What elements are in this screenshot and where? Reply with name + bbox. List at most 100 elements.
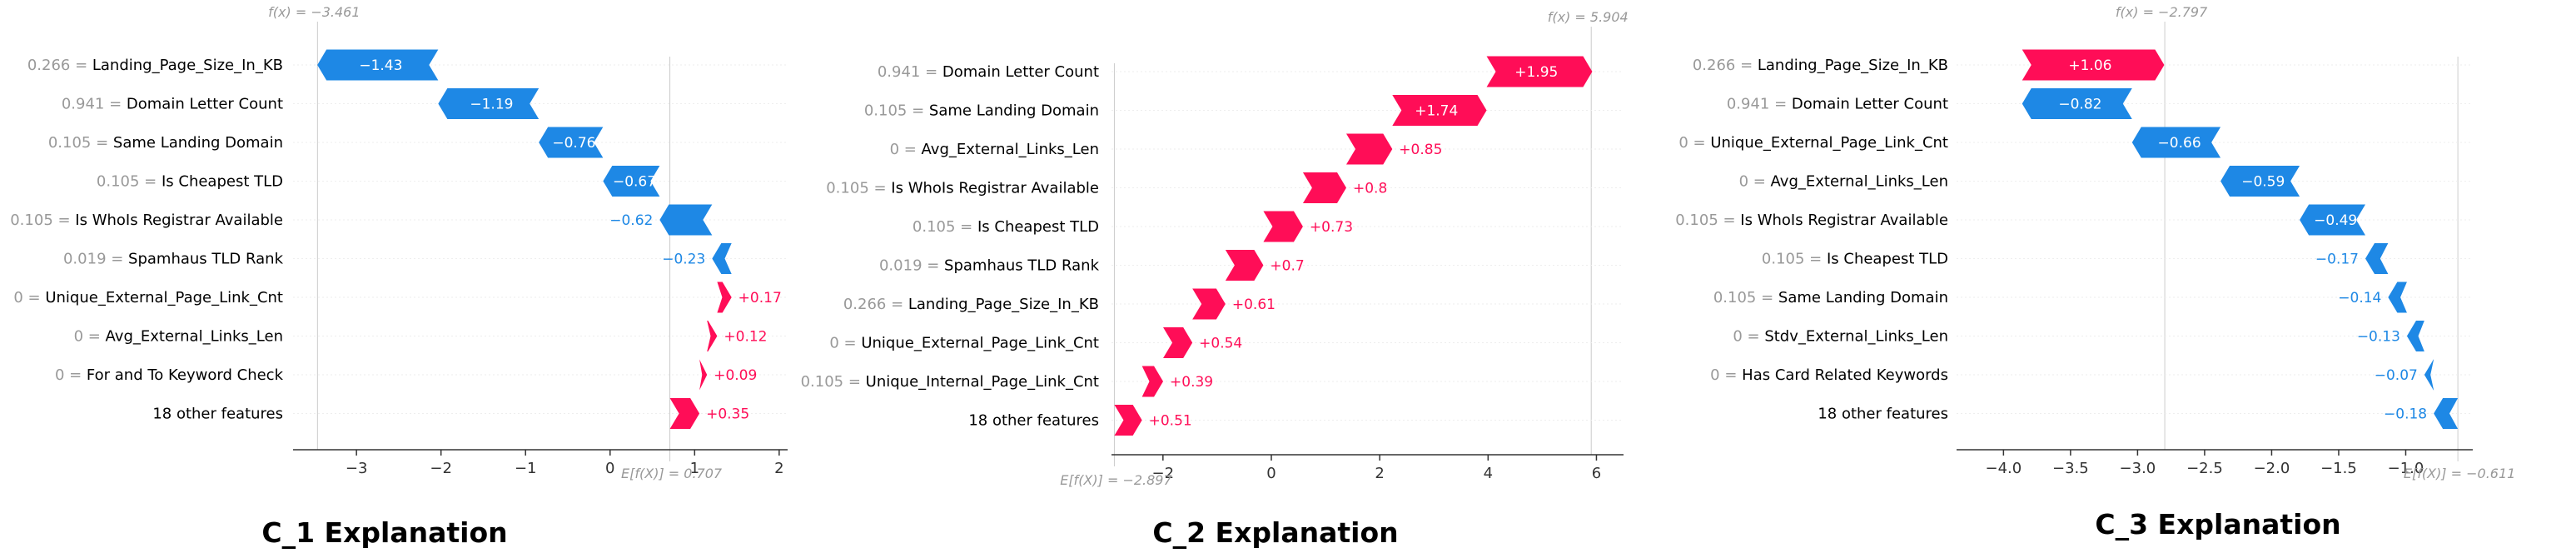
feature-name: Has Card Related Keywords xyxy=(1742,366,1948,384)
contribution-label: +0.09 xyxy=(714,367,757,384)
feature-value: 0.105 = xyxy=(10,212,75,229)
chart-panel-1: −1.43 0.266 = Landing_Page_Size_In_KB −1.1… xyxy=(10,4,788,481)
feature-label: 0.941 = Domain Letter Count xyxy=(1727,96,1948,113)
feature-value: 0.941 = xyxy=(1727,96,1792,113)
chart-panel-3: +1.06 0.266 = Landing_Page_Size_In_KB −0.8… xyxy=(1675,4,2515,481)
x-tick-label: 6 xyxy=(1592,465,1601,482)
feature-value: 0.019 = xyxy=(879,257,944,275)
feature-label: 0.941 = Domain Letter Count xyxy=(62,96,283,113)
feature-label: 0.019 = Spamhaus TLD Rank xyxy=(879,257,1100,275)
contribution-label: +0.8 xyxy=(1353,181,1387,197)
feature-value: 0.105 = xyxy=(801,373,866,391)
waterfall-bar xyxy=(717,281,732,313)
waterfall-bar xyxy=(1263,211,1303,242)
contribution-label: +1.06 xyxy=(2068,57,2111,74)
feature-label: 0 = Stdv_External_Links_Len xyxy=(1733,328,1948,346)
feature-value: 0.105 = xyxy=(826,180,891,197)
feature-name: Landing_Page_Size_In_KB xyxy=(92,57,283,74)
waterfall-bar xyxy=(699,359,708,391)
waterfall-bar xyxy=(438,88,540,119)
feature-value: 0.941 = xyxy=(62,96,127,113)
feature-value: 0.105 = xyxy=(48,134,113,152)
feature-label: 0.105 = Same Landing Domain xyxy=(48,134,283,152)
x-tick-label: −1.5 xyxy=(2320,460,2357,477)
contribution-label: −0.76 xyxy=(552,135,595,152)
waterfall-bar xyxy=(1141,366,1164,397)
feature-label: 0.105 = Unique_Internal_Page_Link_Cnt xyxy=(801,373,1099,391)
chart-title-c2: C_2 Explanation xyxy=(1152,516,1399,549)
feature-label: 0.105 = Same Landing Domain xyxy=(1713,289,1948,306)
contribution-label: +0.61 xyxy=(1232,296,1276,313)
feature-value: 0 = xyxy=(1710,366,1742,384)
feature-label: 0.105 = Is Cheapest TLD xyxy=(913,218,1099,236)
base-value-annotation: E[f(X)] = −0.611 xyxy=(2404,466,2515,481)
x-tick-label: 0 xyxy=(605,460,614,477)
base-value-annotation: E[f(X)] = 0.707 xyxy=(621,466,723,481)
x-tick-label: −1.0 xyxy=(2388,460,2424,477)
x-tick-label: −3.5 xyxy=(2052,460,2089,477)
waterfall-bar xyxy=(2388,281,2407,313)
waterfall-bar xyxy=(659,204,713,236)
chart-title-c1: C_1 Explanation xyxy=(261,516,508,549)
feature-value: 0 = xyxy=(55,366,87,384)
contribution-label: −0.17 xyxy=(2315,252,2359,268)
waterfall-bar xyxy=(1302,172,1346,203)
contribution-label: +0.12 xyxy=(724,329,767,346)
feature-value: 0 = xyxy=(829,335,861,352)
feature-name: Is Cheapest TLD xyxy=(977,218,1099,236)
feature-label: 0.266 = Landing_Page_Size_In_KB xyxy=(843,296,1099,313)
fx-annotation: f(x) = −2.797 xyxy=(2116,4,2208,20)
feature-name: For and To Keyword Check xyxy=(87,366,284,384)
contribution-label: −0.49 xyxy=(2314,212,2357,229)
feature-value: 0.019 = xyxy=(63,251,128,268)
contribution-label: −0.13 xyxy=(2357,329,2400,346)
feature-label: 0 = For and To Keyword Check xyxy=(55,366,284,384)
x-tick-label: 2 xyxy=(1375,465,1384,482)
feature-value: 0.266 = xyxy=(1693,57,1758,74)
feature-name: 18 other features xyxy=(1818,406,1948,423)
feature-label: 0.105 = Is WhoIs Registrar Available xyxy=(10,212,283,229)
waterfall-bar xyxy=(1225,250,1264,281)
feature-name: Spamhaus TLD Rank xyxy=(944,257,1100,275)
waterfall-bar xyxy=(1192,288,1226,320)
waterfall-bar xyxy=(1163,327,1193,358)
x-tick-label: −3 xyxy=(346,460,368,477)
waterfall-bar xyxy=(2131,127,2221,158)
feature-name: Same Landing Domain xyxy=(1778,289,1948,306)
contribution-label: −0.67 xyxy=(613,174,656,191)
feature-value: 0.266 = xyxy=(27,57,92,74)
waterfall-bar xyxy=(2424,359,2434,391)
contribution-label: −0.62 xyxy=(609,212,653,229)
waterfall-bar xyxy=(2220,166,2300,197)
feature-label: 0.266 = Landing_Page_Size_In_KB xyxy=(1693,57,1948,74)
x-tick-label: −4.0 xyxy=(1986,460,2022,477)
waterfall-bar xyxy=(2365,243,2389,274)
feature-name: Is WhoIs Registrar Available xyxy=(1740,212,1948,229)
waterfall-bar xyxy=(669,398,700,429)
feature-name: Avg_External_Links_Len xyxy=(106,328,283,346)
contribution-label: −0.66 xyxy=(2158,135,2201,152)
fx-annotation: f(x) = −3.461 xyxy=(268,4,360,20)
feature-value: 0 = xyxy=(890,141,922,158)
feature-name: Landing_Page_Size_In_KB xyxy=(908,296,1099,313)
feature-name: Unique_Internal_Page_Link_Cnt xyxy=(866,373,1099,391)
feature-name: 18 other features xyxy=(968,412,1099,430)
contribution-label: −0.82 xyxy=(2058,97,2101,113)
feature-name: Is Cheapest TLD xyxy=(162,173,283,191)
feature-name: Unique_External_Page_Link_Cnt xyxy=(1710,134,1948,152)
feature-name: Unique_External_Page_Link_Cnt xyxy=(861,335,1099,352)
contribution-label: −0.18 xyxy=(2384,406,2427,423)
feature-label: 0 = Unique_External_Page_Link_Cnt xyxy=(829,335,1099,352)
chart-panel-2: +1.95 0.941 = Domain Letter Count +1.74 0.1… xyxy=(801,9,1629,488)
feature-label: 0 = Avg_External_Links_Len xyxy=(74,328,283,346)
waterfall-bar xyxy=(707,321,718,351)
x-tick-label: −2.5 xyxy=(2186,460,2223,477)
feature-label: 0 = Unique_External_Page_Link_Cnt xyxy=(13,289,283,306)
feature-name: Same Landing Domain xyxy=(113,134,283,152)
contribution-label: +0.85 xyxy=(1399,142,1442,158)
feature-label: 0.105 = Is Cheapest TLD xyxy=(97,173,283,191)
x-tick-label: −3.0 xyxy=(2120,460,2156,477)
feature-name: Is Cheapest TLD xyxy=(1827,251,1948,268)
waterfall-bar xyxy=(1486,56,1593,87)
